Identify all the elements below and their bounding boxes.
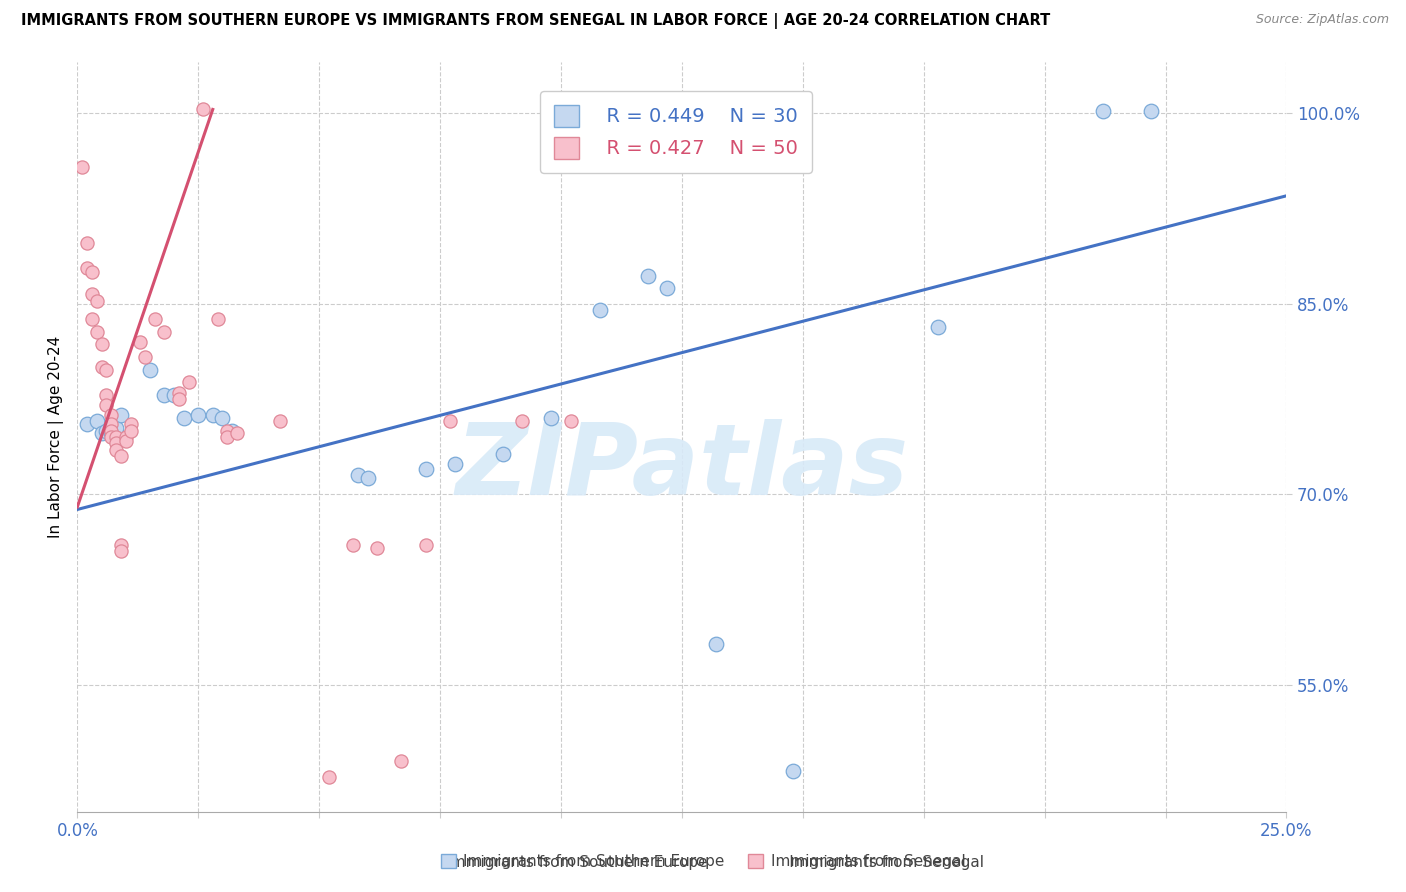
Point <box>211 411 233 425</box>
Point <box>492 447 515 461</box>
Point <box>76 235 98 250</box>
Point <box>110 544 132 558</box>
Point <box>143 312 166 326</box>
Point <box>201 409 224 423</box>
Point <box>129 334 152 349</box>
Point <box>356 471 378 485</box>
Point <box>114 434 136 448</box>
Point <box>96 424 118 438</box>
Point <box>86 294 108 309</box>
Point <box>342 538 364 552</box>
Point <box>1091 103 1114 118</box>
Point <box>80 265 103 279</box>
Point <box>96 363 118 377</box>
Point <box>80 312 103 326</box>
Point <box>110 538 132 552</box>
Point <box>120 417 142 432</box>
Point <box>163 388 186 402</box>
Point <box>153 388 176 402</box>
Point <box>226 426 249 441</box>
Point <box>70 160 93 174</box>
Point <box>415 538 437 552</box>
Point <box>90 337 112 351</box>
Point <box>105 430 128 444</box>
Point <box>139 363 162 377</box>
Point <box>318 771 340 785</box>
Point <box>153 325 176 339</box>
Text: Immigrants from Senegal: Immigrants from Senegal <box>759 855 984 870</box>
Point <box>217 424 239 438</box>
Point <box>120 424 142 438</box>
Point <box>540 411 562 425</box>
Point <box>100 417 122 432</box>
Text: ZIPatlas: ZIPatlas <box>456 418 908 516</box>
Point <box>96 398 118 412</box>
Point <box>207 312 229 326</box>
Point <box>96 388 118 402</box>
Point <box>110 409 132 423</box>
Point <box>100 424 122 438</box>
Point <box>927 319 949 334</box>
Point <box>100 409 122 423</box>
Text: Immigrants from Southern Europe: Immigrants from Southern Europe <box>418 855 707 870</box>
Point <box>177 376 200 390</box>
Point <box>443 457 465 471</box>
Point <box>134 350 156 364</box>
Text: IMMIGRANTS FROM SOUTHERN EUROPE VS IMMIGRANTS FROM SENEGAL IN LABOR FORCE | AGE : IMMIGRANTS FROM SOUTHERN EUROPE VS IMMIG… <box>21 13 1050 29</box>
Legend: Immigrants from Southern Europe, Immigrants from Senegal: Immigrants from Southern Europe, Immigra… <box>434 848 972 875</box>
Point <box>100 426 122 441</box>
Point <box>347 468 370 483</box>
Point <box>221 424 243 438</box>
Point <box>439 413 461 427</box>
Point <box>704 637 727 651</box>
Point <box>110 449 132 463</box>
Y-axis label: In Labor Force | Age 20-24: In Labor Force | Age 20-24 <box>48 336 65 538</box>
Point <box>217 430 239 444</box>
Point <box>389 754 412 768</box>
Point <box>510 413 533 427</box>
Point <box>86 413 108 427</box>
Point <box>657 281 679 295</box>
Point <box>105 442 128 457</box>
Point <box>90 426 112 441</box>
Point <box>167 385 190 400</box>
Point <box>366 541 388 555</box>
Point <box>105 436 128 450</box>
Point <box>86 325 108 339</box>
Point <box>269 413 291 427</box>
Point <box>415 462 437 476</box>
Point <box>173 411 195 425</box>
Point <box>1140 103 1163 118</box>
Point <box>114 430 136 444</box>
Point <box>782 764 804 778</box>
Point <box>90 360 112 375</box>
Point <box>80 286 103 301</box>
Point <box>187 409 209 423</box>
Point <box>76 417 98 432</box>
Point <box>637 268 659 283</box>
Legend:   R = 0.449    N = 30,   R = 0.427    N = 50: R = 0.449 N = 30, R = 0.427 N = 50 <box>540 91 811 173</box>
Point <box>560 413 582 427</box>
Point <box>105 421 128 435</box>
Point <box>191 103 214 117</box>
Text: Source: ZipAtlas.com: Source: ZipAtlas.com <box>1256 13 1389 27</box>
Point <box>167 392 190 406</box>
Point <box>100 430 122 444</box>
Point <box>589 303 612 318</box>
Point <box>76 261 98 276</box>
